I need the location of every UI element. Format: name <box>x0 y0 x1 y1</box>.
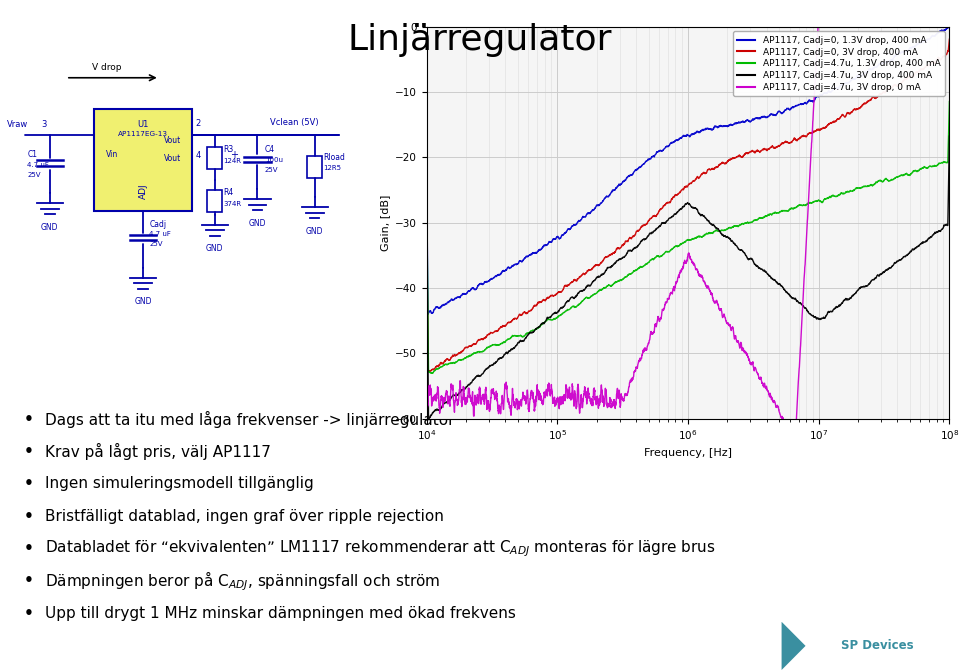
Text: Dags att ta itu med låga frekvenser -> linjärregulator: Dags att ta itu med låga frekvenser -> l… <box>45 411 455 427</box>
Text: C1: C1 <box>27 150 37 159</box>
Text: Vraw: Vraw <box>7 120 28 129</box>
Text: 25V: 25V <box>265 167 278 173</box>
Legend: AP1117, Cadj=0, 1.3V drop, 400 mA, AP1117, Cadj=0, 3V drop, 400 mA, AP1117, Cadj: AP1117, Cadj=0, 1.3V drop, 400 mA, AP111… <box>733 31 945 96</box>
Text: 4.7 uF: 4.7 uF <box>27 162 49 168</box>
Text: •: • <box>24 411 34 427</box>
Text: C4: C4 <box>265 145 275 154</box>
Text: 12R5: 12R5 <box>323 165 341 171</box>
Text: Linjärregulator: Linjärregulator <box>347 23 612 58</box>
Text: Cadj: Cadj <box>150 220 167 228</box>
Bar <box>207 147 222 169</box>
Text: 2: 2 <box>196 119 200 127</box>
Text: Bristfälligt datablad, ingen graf över ripple rejection: Bristfälligt datablad, ingen graf över r… <box>45 509 444 524</box>
Y-axis label: Gain, [dB]: Gain, [dB] <box>380 194 389 251</box>
Text: 25V: 25V <box>27 172 40 178</box>
Text: Vclean (5V): Vclean (5V) <box>269 118 318 127</box>
Text: Per Magnusson: Per Magnusson <box>12 639 119 653</box>
Text: GND: GND <box>41 222 58 232</box>
X-axis label: Frequency, [Hz]: Frequency, [Hz] <box>644 448 732 458</box>
Bar <box>207 190 222 212</box>
Text: U1: U1 <box>138 120 149 129</box>
Bar <box>806 622 959 670</box>
Text: Krav på lågt pris, välj AP1117: Krav på lågt pris, välj AP1117 <box>45 443 271 460</box>
Text: SP Devices: SP Devices <box>841 639 914 653</box>
Text: 4.7 uF: 4.7 uF <box>150 232 172 237</box>
Text: •: • <box>24 509 34 524</box>
Text: 4: 4 <box>196 151 200 160</box>
Text: Databladet för “ekvivalenten” LM1117 rekommenderar att C$_{ADJ}$ monteras för lä: Databladet för “ekvivalenten” LM1117 rek… <box>45 538 716 559</box>
Text: GND: GND <box>134 297 152 306</box>
Text: +: + <box>230 150 239 160</box>
Text: •: • <box>24 444 34 459</box>
Text: •: • <box>24 476 34 491</box>
Text: ADJ: ADJ <box>139 184 148 199</box>
Text: Rload: Rload <box>323 153 345 162</box>
FancyBboxPatch shape <box>95 109 192 211</box>
Text: Vout: Vout <box>164 153 181 163</box>
Text: 100u: 100u <box>265 157 283 163</box>
Text: 374R: 374R <box>223 201 242 207</box>
Text: •: • <box>24 574 34 588</box>
Text: 25V: 25V <box>150 241 163 247</box>
Text: Vin: Vin <box>105 149 118 159</box>
Text: GND: GND <box>248 219 267 228</box>
Text: Upp till drygt 1 MHz minskar dämpningen med ökad frekvens: Upp till drygt 1 MHz minskar dämpningen … <box>45 606 516 621</box>
Text: R3: R3 <box>223 145 234 154</box>
Text: R4: R4 <box>223 188 234 198</box>
Text: V drop: V drop <box>92 63 122 72</box>
Bar <box>307 156 322 178</box>
Text: GND: GND <box>306 226 323 236</box>
Text: 124R: 124R <box>223 158 242 163</box>
Text: 16: 16 <box>471 639 488 653</box>
Text: •: • <box>24 541 34 556</box>
Text: 3: 3 <box>41 120 47 129</box>
Polygon shape <box>782 622 806 670</box>
Text: GND: GND <box>206 245 223 253</box>
Text: Dämpningen beror på C$_{ADJ}$, spänningsfall och ström: Dämpningen beror på C$_{ADJ}$, spännings… <box>45 569 440 593</box>
Text: Ingen simuleringsmodell tillgänglig: Ingen simuleringsmodell tillgänglig <box>45 476 314 491</box>
Text: AP1117EG-13: AP1117EG-13 <box>118 131 169 137</box>
Text: •: • <box>24 606 34 621</box>
Text: Vout: Vout <box>164 136 181 145</box>
